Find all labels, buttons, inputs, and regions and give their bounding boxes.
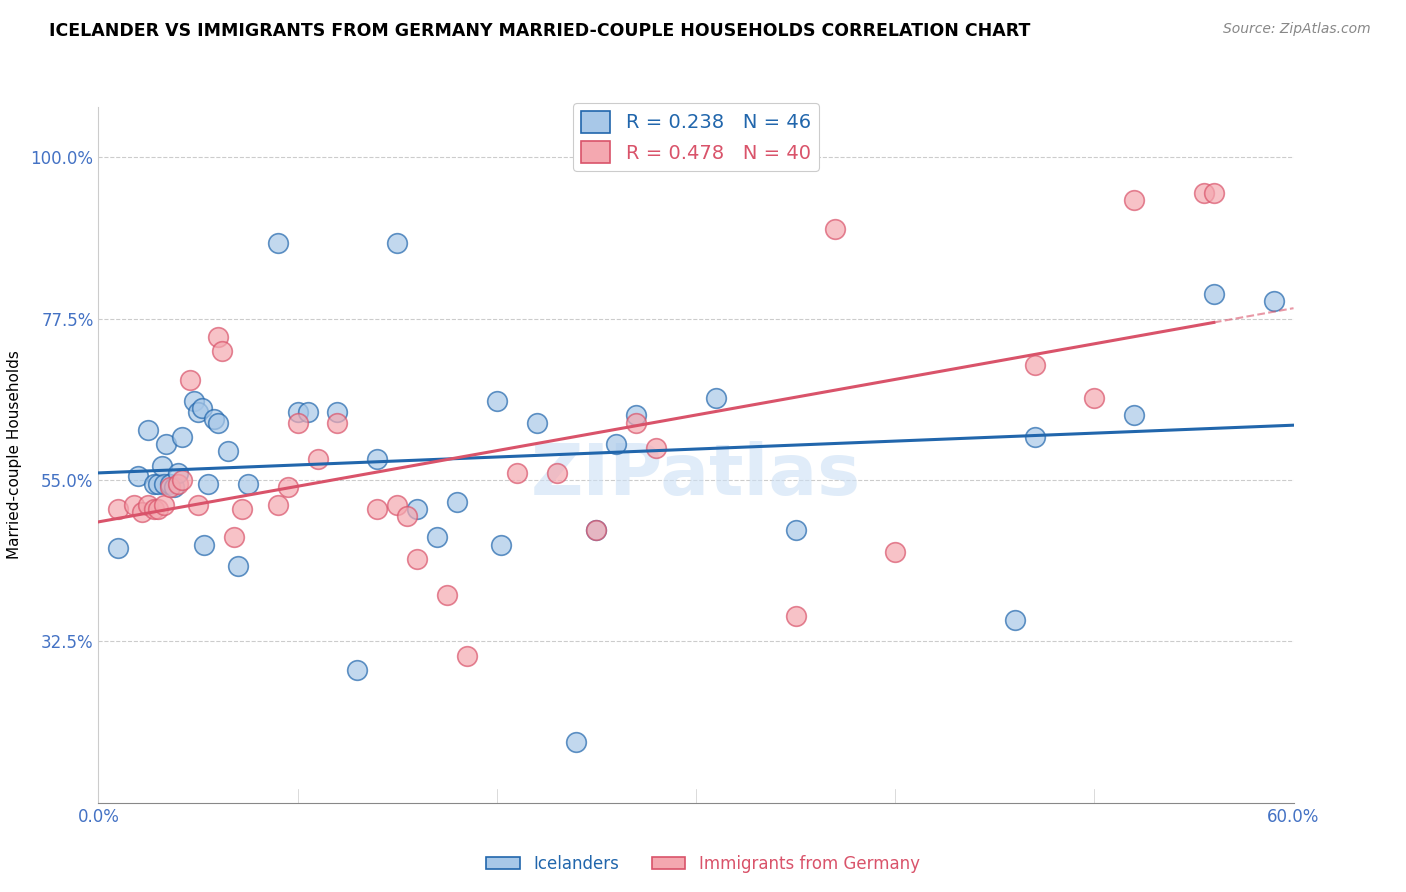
Point bbox=[167, 466, 190, 480]
Point bbox=[211, 343, 233, 358]
Point bbox=[326, 405, 349, 419]
Point bbox=[307, 451, 329, 466]
Point bbox=[406, 552, 429, 566]
Point bbox=[1024, 430, 1046, 444]
Point bbox=[785, 523, 807, 537]
Point bbox=[159, 476, 181, 491]
Point bbox=[277, 480, 299, 494]
Point bbox=[207, 416, 229, 430]
Point bbox=[226, 559, 249, 574]
Point bbox=[385, 236, 409, 251]
Point bbox=[645, 441, 668, 455]
Y-axis label: Married-couple Households: Married-couple Households bbox=[7, 351, 22, 559]
Point bbox=[426, 530, 449, 544]
Point bbox=[131, 505, 153, 519]
Point bbox=[287, 405, 309, 419]
Point bbox=[506, 466, 529, 480]
Point bbox=[884, 545, 907, 559]
Point bbox=[546, 466, 568, 480]
Point bbox=[1123, 194, 1146, 208]
Point bbox=[297, 405, 319, 419]
Point bbox=[143, 476, 166, 491]
Point bbox=[396, 508, 419, 523]
Point bbox=[626, 416, 648, 430]
Point bbox=[489, 538, 512, 552]
Point bbox=[436, 588, 458, 602]
Point bbox=[124, 498, 146, 512]
Point bbox=[222, 530, 245, 544]
Point bbox=[446, 494, 468, 508]
Point bbox=[107, 501, 129, 516]
Point bbox=[107, 541, 129, 556]
Point bbox=[626, 409, 648, 423]
Point bbox=[183, 394, 205, 409]
Point bbox=[159, 480, 181, 494]
Point bbox=[785, 609, 807, 624]
Point bbox=[187, 498, 209, 512]
Point bbox=[485, 394, 508, 409]
Point bbox=[136, 498, 159, 512]
Point bbox=[326, 416, 349, 430]
Point bbox=[565, 735, 588, 749]
Point bbox=[163, 480, 186, 494]
Point bbox=[1083, 391, 1105, 405]
Point bbox=[136, 423, 159, 437]
Point bbox=[143, 501, 166, 516]
Text: ICELANDER VS IMMIGRANTS FROM GERMANY MARRIED-COUPLE HOUSEHOLDS CORRELATION CHART: ICELANDER VS IMMIGRANTS FROM GERMANY MAR… bbox=[49, 22, 1031, 40]
Point bbox=[207, 329, 229, 343]
Point bbox=[585, 523, 607, 537]
Point bbox=[267, 236, 290, 251]
Point bbox=[1004, 613, 1026, 627]
Point bbox=[236, 476, 259, 491]
Point bbox=[148, 501, 170, 516]
Point bbox=[456, 648, 478, 663]
Legend: Icelanders, Immigrants from Germany: Icelanders, Immigrants from Germany bbox=[479, 848, 927, 880]
Point bbox=[193, 538, 215, 552]
Point bbox=[153, 476, 176, 491]
Point bbox=[231, 501, 253, 516]
Point bbox=[385, 498, 409, 512]
Text: ZIPatlas: ZIPatlas bbox=[531, 442, 860, 510]
Point bbox=[197, 476, 219, 491]
Point bbox=[191, 401, 214, 416]
Point bbox=[585, 523, 607, 537]
Point bbox=[366, 451, 388, 466]
Point bbox=[1202, 286, 1225, 301]
Point bbox=[267, 498, 290, 512]
Point bbox=[1192, 186, 1215, 200]
Point bbox=[1123, 409, 1146, 423]
Point bbox=[172, 473, 194, 487]
Legend: R = 0.238   N = 46, R = 0.478   N = 40: R = 0.238 N = 46, R = 0.478 N = 40 bbox=[574, 103, 818, 171]
Point bbox=[167, 476, 190, 491]
Text: Source: ZipAtlas.com: Source: ZipAtlas.com bbox=[1223, 22, 1371, 37]
Point bbox=[1024, 358, 1046, 372]
Point bbox=[179, 373, 201, 387]
Point bbox=[704, 391, 727, 405]
Point bbox=[155, 437, 177, 451]
Point bbox=[1202, 186, 1225, 200]
Point bbox=[127, 469, 149, 483]
Point bbox=[824, 222, 846, 236]
Point bbox=[202, 412, 225, 426]
Point bbox=[1263, 293, 1285, 308]
Point bbox=[346, 663, 368, 677]
Point bbox=[217, 444, 239, 458]
Point bbox=[605, 437, 627, 451]
Point bbox=[366, 501, 388, 516]
Point bbox=[526, 416, 548, 430]
Point bbox=[172, 430, 194, 444]
Point bbox=[287, 416, 309, 430]
Point bbox=[150, 458, 173, 473]
Point bbox=[153, 498, 176, 512]
Point bbox=[187, 405, 209, 419]
Point bbox=[148, 476, 170, 491]
Point bbox=[406, 501, 429, 516]
